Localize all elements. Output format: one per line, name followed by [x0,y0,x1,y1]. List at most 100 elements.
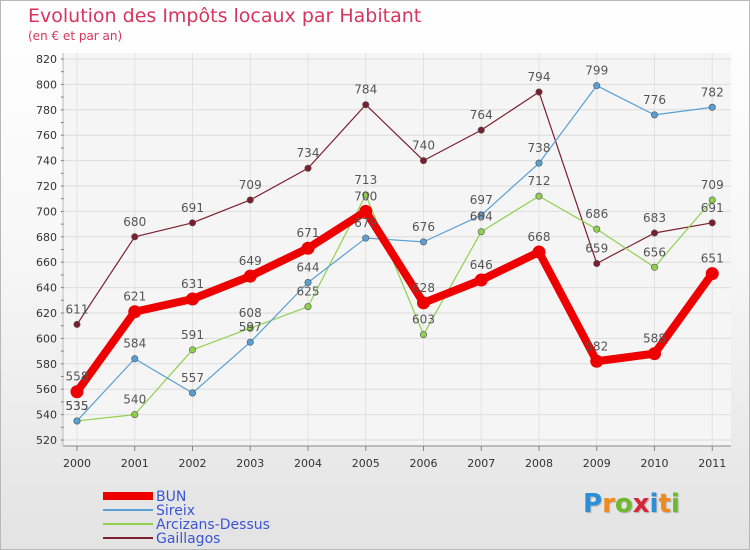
data-label-sireix: 697 [470,193,493,207]
data-label-arcizans-dessus: 535 [66,399,89,413]
data-label-bun: 668 [528,230,551,244]
proxiti-logo: Proxiti [583,489,680,519]
series-line-gaillagos [76,91,713,326]
data-label-arcizans-dessus: 540 [123,393,146,407]
data-label-bun: 671 [297,226,320,240]
y-tick-label: 780 [36,104,57,117]
data-label-arcizans-dessus: 713 [354,173,377,187]
series-line-bun [73,207,717,396]
y-tick-label: 640 [36,282,57,295]
data-point-arcizans-dessus [419,331,427,339]
data-point-bun [590,354,604,368]
data-label-gaillagos: 764 [470,108,493,122]
data-point-gaillagos [362,101,370,109]
data-point-bun [648,347,661,361]
data-point-sireix [477,211,485,219]
data-label-arcizans-dessus: 608 [239,306,262,320]
y-tick-label: 700 [36,205,57,218]
data-label-sireix: 782 [701,85,724,99]
data-point-sireix [73,417,81,425]
data-label-sireix: 676 [412,220,435,234]
data-label-gaillagos: 794 [528,70,551,84]
data-label-bun: 646 [470,258,493,272]
data-label-gaillagos: 659 [585,241,608,255]
data-point-bun [128,305,142,319]
data-label-sireix: 776 [643,93,666,107]
data-point-sireix [419,238,427,246]
legend-label: BUN [156,489,186,505]
chart-title: Evolution des Impôts locaux par Habitant [28,5,422,27]
logo-letter: t [658,489,671,519]
data-point-arcizans-dessus [304,303,312,311]
data-point-gaillagos [304,164,312,172]
data-point-arcizans-dessus [593,225,601,233]
data-point-arcizans-dessus [246,324,254,332]
x-tick-label: 2004 [294,457,322,470]
data-label-sireix: 584 [123,337,146,351]
series-line-sireix [76,85,713,422]
data-point-gaillagos [593,259,601,267]
y-tick-label: 680 [36,231,57,244]
data-point-bun [417,296,430,310]
data-point-sireix [593,82,601,90]
logo-letter: r [602,489,615,519]
data-point-arcizans-dessus [131,411,139,419]
data-point-gaillagos [535,88,543,96]
y-tick-label: 520 [36,434,57,447]
data-label-bun: 558 [66,370,89,384]
data-point-gaillagos [650,229,658,237]
data-label-bun: 700 [354,189,377,203]
data-point-gaillagos [419,157,427,165]
data-point-arcizans-dessus [362,191,370,199]
data-point-bun [186,292,199,306]
x-tick-label: 2002 [179,457,207,470]
data-label-sireix: 738 [528,141,551,155]
data-point-sireix [650,111,658,119]
x-tick-label: 2010 [641,457,669,470]
x-tick-label: 2003 [236,457,264,470]
logo-letter: P [583,489,603,519]
data-label-bun: 651 [701,252,724,266]
x-tick-label: 2000 [63,457,91,470]
series-line-arcizans-dessus [76,194,713,422]
y-tick-label: 660 [36,256,57,269]
data-point-bun [243,269,257,283]
data-point-arcizans-dessus [535,192,543,200]
logo-letter: i [670,489,680,519]
data-label-arcizans-dessus: 712 [528,174,551,188]
data-point-arcizans-dessus [477,228,485,236]
data-label-gaillagos: 740 [412,139,435,153]
y-tick-label: 760 [36,129,57,142]
data-point-gaillagos [708,219,716,227]
data-label-gaillagos: 734 [297,146,320,160]
data-label-arcizans-dessus: 656 [643,245,666,259]
data-label-gaillagos: 611 [66,302,89,316]
y-tick-label: 620 [36,307,57,320]
data-point-arcizans-dessus [708,196,716,204]
data-point-bun [70,385,84,399]
plot-area [63,53,731,446]
y-tick-label: 740 [36,155,57,168]
data-label-sireix: 597 [239,320,262,334]
data-label-bun: 628 [412,281,435,295]
data-label-arcizans-dessus: 591 [181,328,204,342]
data-point-bun [359,204,373,218]
data-point-gaillagos [189,219,197,227]
logo-letter: o [614,489,633,519]
y-tick-label: 800 [36,78,57,91]
x-tick-label: 2011 [698,457,726,470]
data-label-gaillagos: 683 [643,211,666,225]
data-label-sireix: 557 [181,371,204,385]
data-point-bun [705,267,719,281]
data-label-sireix: 679 [354,216,377,230]
x-tick-label: 2005 [352,457,380,470]
data-label-sireix: 535 [66,399,89,413]
data-label-bun: 649 [239,254,262,268]
data-label-arcizans-dessus: 684 [470,210,493,224]
data-label-gaillagos: 709 [239,178,262,192]
data-label-bun: 588 [643,332,666,346]
data-label-bun: 582 [585,339,608,353]
x-tick-label: 2001 [121,457,149,470]
data-point-gaillagos [246,196,254,204]
